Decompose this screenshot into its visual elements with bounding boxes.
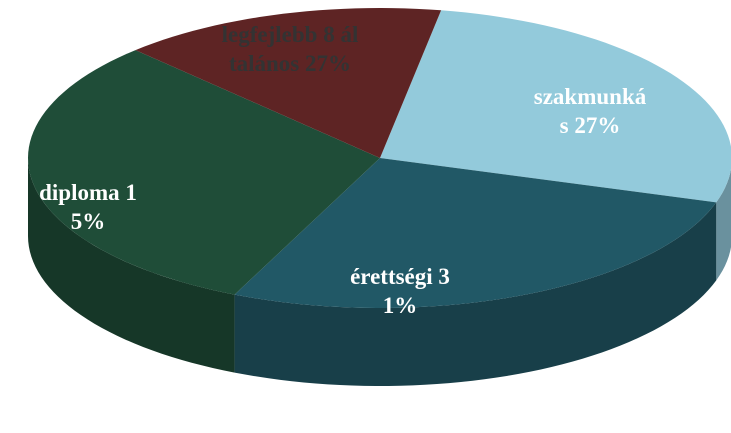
category-label: diploma	[39, 180, 120, 205]
value-label: 31%	[382, 264, 450, 318]
label-box: legfejlebb 8 általános 27%	[220, 20, 360, 78]
value-label: 27%	[305, 51, 352, 76]
value-label: 15%	[70, 180, 137, 234]
label-box: szakmunkás 27%	[530, 82, 650, 140]
category-label: szakmunkás	[533, 84, 647, 138]
slice	[380, 10, 731, 203]
slice-side	[28, 158, 235, 373]
value-label: 27%	[574, 113, 621, 138]
slice-side	[716, 169, 731, 281]
slice	[234, 158, 717, 308]
slice	[135, 8, 442, 158]
slice-label: szakmunkás 27%	[530, 82, 650, 140]
category-label: legfejlebb 8 általános	[221, 22, 359, 76]
label-box: érettségi 31%	[340, 262, 460, 320]
slice-label: legfejlebb 8 általános 27%	[220, 20, 360, 78]
slice-label: diploma 15%	[33, 178, 143, 236]
category-label: érettségi	[350, 264, 433, 289]
slice	[28, 50, 381, 295]
slice-label: érettségi 31%	[340, 262, 460, 320]
label-box: diploma 15%	[33, 178, 143, 236]
slice-side	[234, 202, 717, 386]
